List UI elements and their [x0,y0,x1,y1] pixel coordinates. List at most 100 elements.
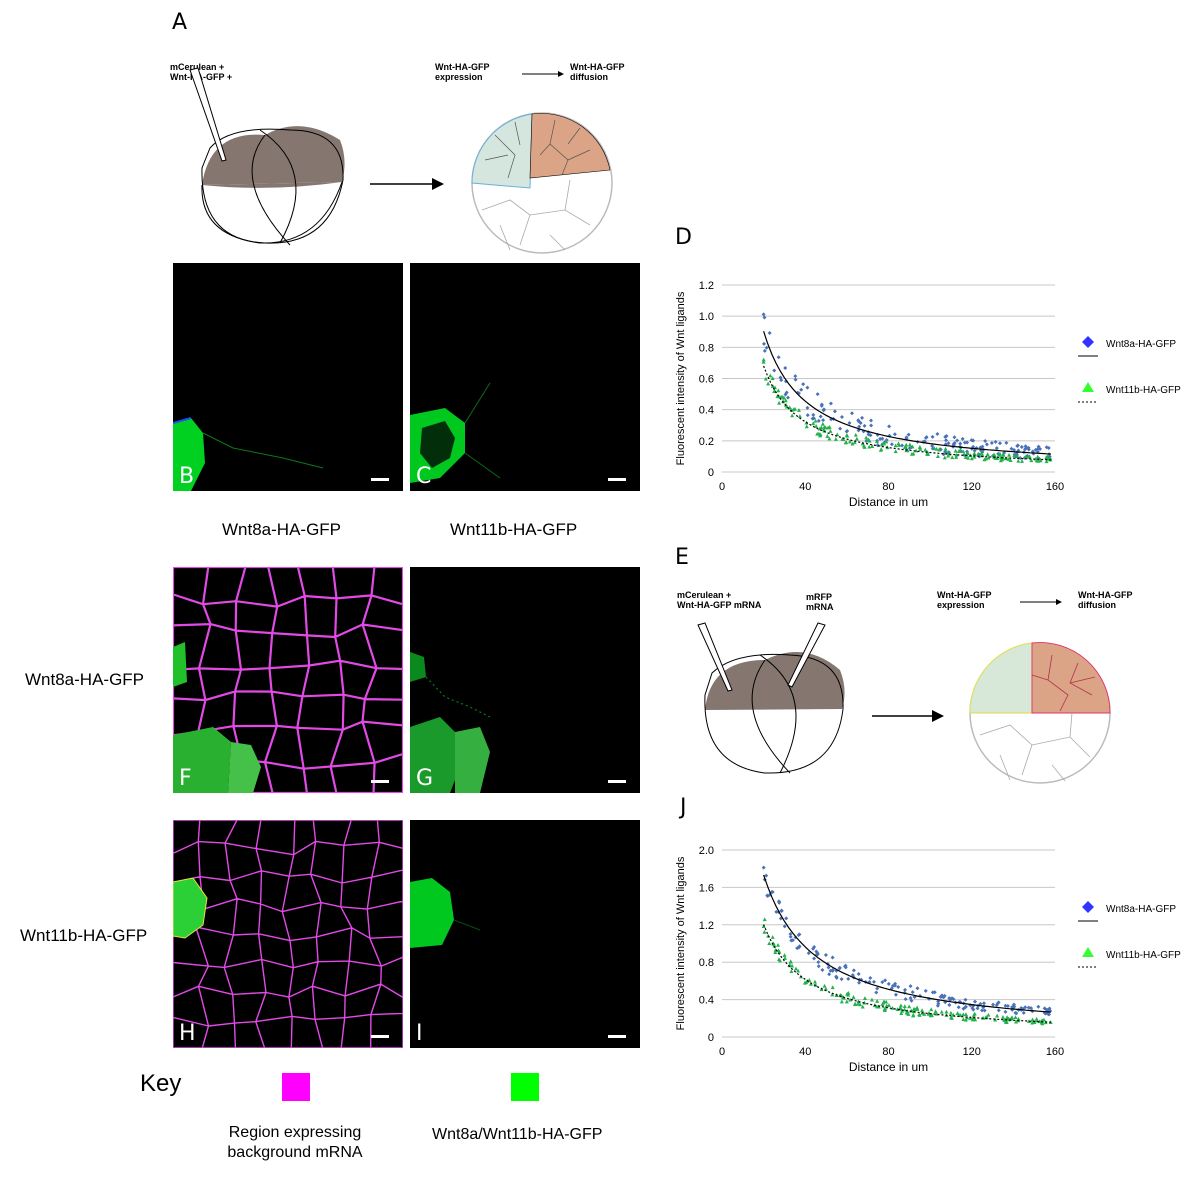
data-point [1004,1016,1009,1020]
data-point [816,964,821,969]
data-point [848,997,853,1002]
data-point [1044,445,1049,450]
data-point [851,995,856,999]
data-point [1011,1002,1016,1007]
data-point [986,455,991,460]
schematic-e-drawing [697,599,1111,784]
data-point [762,929,767,934]
e-injection-label-line-2: Wnt-HA-GFP mRNA [677,600,762,610]
data-point [856,971,861,976]
data-point [793,377,798,382]
data-point [837,966,842,971]
data-point [844,999,849,1004]
data-point [812,944,817,949]
micro-panel-h: H [173,820,403,1048]
data-point [1003,1003,1008,1008]
data-point [896,984,901,989]
fit-line [763,924,1051,1023]
data-point [1024,445,1029,450]
micro-letter-b: B [179,464,195,489]
data-point [903,987,908,992]
data-point [832,409,837,414]
data-point [799,387,804,392]
data-point [1015,444,1020,449]
data-point [761,359,766,364]
gfp-cell [173,877,208,939]
data-point [793,935,798,940]
data-point [1016,448,1021,453]
data-point [1012,453,1017,458]
data-point [875,986,880,991]
data-point [766,381,771,386]
data-point [779,908,784,913]
micro-panel-b: B [173,263,403,491]
micro-panel-i: I [410,820,640,1048]
data-point [838,426,843,431]
micro-panel-f: F [173,567,403,793]
data-point [908,984,913,989]
series-wnt8a [761,312,1052,461]
data-point [790,413,795,418]
data-point [1004,1020,1009,1025]
data-point [947,1002,952,1007]
data-point [911,451,916,456]
y-tick-label: 0.4 [699,995,714,1007]
data-point [893,981,898,986]
e-injection-label-line-1: mCerulean + [677,590,732,600]
key-swatch-green [511,1073,539,1101]
y-tick-label: 0.8 [699,957,714,969]
data-point [830,985,835,990]
data-point [965,451,970,455]
data-point [989,440,994,445]
data-point [952,435,957,440]
data-point [915,986,920,991]
e-mrfp-label-line-2: mRNA [806,602,834,612]
data-point [910,990,915,995]
data-point [1045,454,1050,459]
data-point [827,436,832,441]
data-point [813,983,818,987]
data-point [883,978,888,983]
data-point [812,979,817,984]
data-point [811,416,816,421]
data-point [811,421,816,426]
data-point [899,1011,904,1015]
x-tick-label: 0 [719,1046,725,1058]
data-point [830,992,835,997]
fit-line [763,365,1051,461]
data-point [1001,452,1006,457]
data-point [1043,1011,1048,1016]
data-point [869,418,874,423]
data-point [868,975,873,980]
data-point [949,1015,954,1020]
data-point [972,1011,977,1016]
data-point [963,1005,968,1010]
data-point [983,439,988,444]
data-point [784,390,789,395]
data-point [950,455,955,460]
data-point [884,439,889,444]
data-point [948,997,953,1002]
data-point [805,405,810,410]
legend-label: Wnt8a-HA-GFP [1106,904,1176,915]
data-point [970,438,975,443]
data-point [818,414,823,419]
y-tick-label: 0.2 [699,436,714,448]
data-point [932,990,937,995]
data-point [782,956,787,960]
data-point [917,444,922,449]
cell-membrane-network [173,820,403,1048]
scale-bar [608,1035,626,1038]
data-point [943,449,948,454]
e-injection-label: mCerulean + Wnt-HA-GFP mRNA [677,590,761,610]
data-point [922,1012,927,1016]
data-point [923,447,928,452]
data-point [852,440,857,445]
x-tick-label: 120 [963,1046,981,1058]
data-point [774,909,779,914]
data-point [1021,1010,1026,1015]
data-point [834,975,839,980]
data-point [843,440,848,445]
chart-d: 0 0.2 0.4 0.6 0.8 1.0 1.2 0 40 80 120 160 Distance i… [675,280,1181,509]
data-point [1019,445,1024,450]
